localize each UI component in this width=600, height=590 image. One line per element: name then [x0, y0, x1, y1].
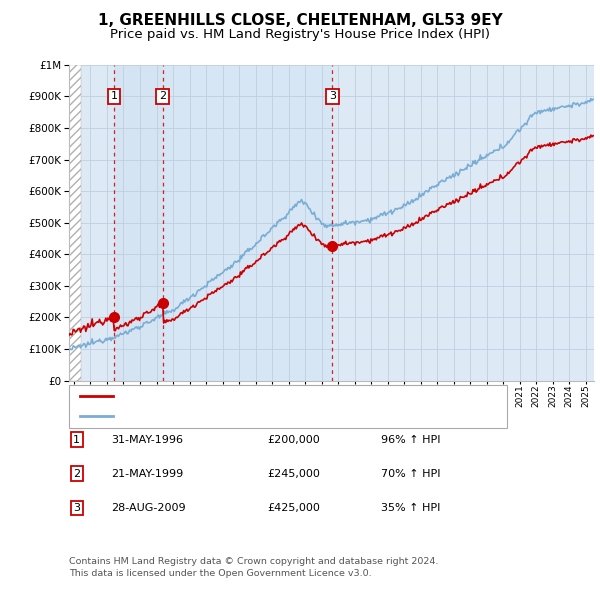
Text: Contains HM Land Registry data © Crown copyright and database right 2024.: Contains HM Land Registry data © Crown c… [69, 557, 439, 566]
Text: 31-MAY-1996: 31-MAY-1996 [111, 435, 183, 444]
Text: 28-AUG-2009: 28-AUG-2009 [111, 503, 185, 513]
Text: 96% ↑ HPI: 96% ↑ HPI [381, 435, 440, 444]
Text: 35% ↑ HPI: 35% ↑ HPI [381, 503, 440, 513]
Text: 70% ↑ HPI: 70% ↑ HPI [381, 469, 440, 478]
Text: 1: 1 [110, 91, 118, 101]
Text: £245,000: £245,000 [267, 469, 320, 478]
Text: HPI: Average price, detached house, Cheltenham: HPI: Average price, detached house, Chel… [119, 411, 388, 421]
Bar [69, 65, 81, 381]
Text: 1, GREENHILLS CLOSE, CHELTENHAM, GL53 9EY (detached house): 1, GREENHILLS CLOSE, CHELTENHAM, GL53 9E… [119, 391, 481, 401]
Text: 2: 2 [73, 469, 80, 478]
Text: Price paid vs. HM Land Registry's House Price Index (HPI): Price paid vs. HM Land Registry's House … [110, 28, 490, 41]
Text: £200,000: £200,000 [267, 435, 320, 444]
Text: 2: 2 [159, 91, 166, 101]
Bar [114, 65, 163, 381]
Text: £425,000: £425,000 [267, 503, 320, 513]
Text: 1: 1 [73, 435, 80, 444]
Text: 3: 3 [329, 91, 336, 101]
Text: 21-MAY-1999: 21-MAY-1999 [111, 469, 183, 478]
Text: This data is licensed under the Open Government Licence v3.0.: This data is licensed under the Open Gov… [69, 569, 371, 578]
Text: 1, GREENHILLS CLOSE, CHELTENHAM, GL53 9EY: 1, GREENHILLS CLOSE, CHELTENHAM, GL53 9E… [98, 13, 502, 28]
Text: 3: 3 [73, 503, 80, 513]
Bar [163, 65, 332, 381]
